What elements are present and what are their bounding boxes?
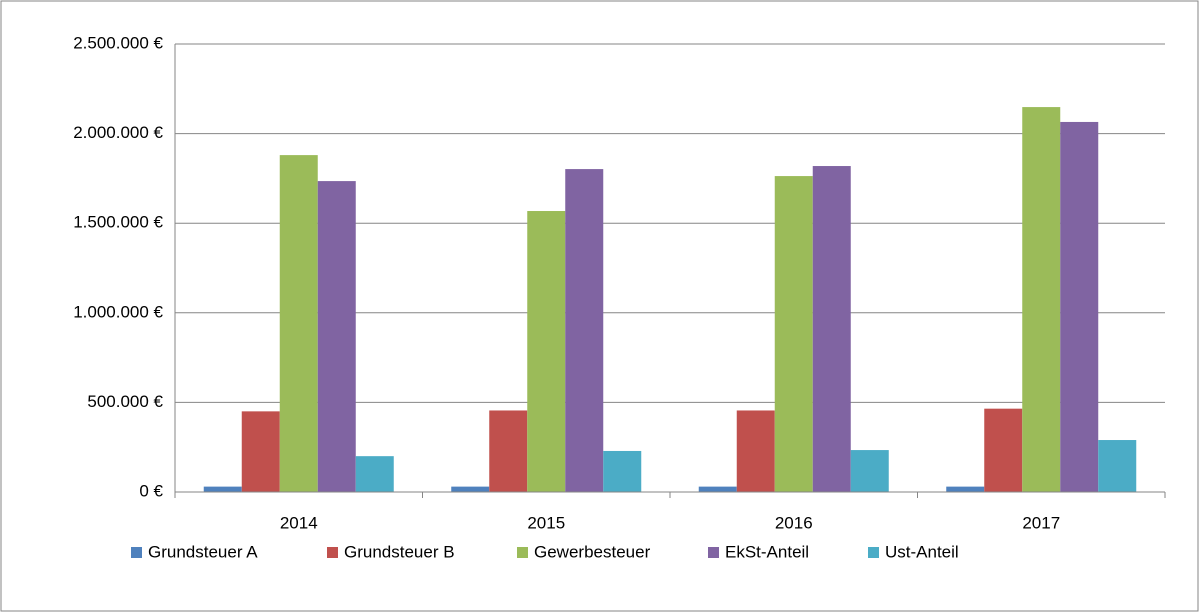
x-tick-label: 2015 [527, 513, 565, 532]
bar [355, 456, 394, 492]
legend-swatch [327, 547, 338, 558]
legend-label: Gewerbesteuer [534, 542, 651, 561]
bar [203, 486, 242, 492]
bar [984, 408, 1023, 492]
y-tick-label: 0 € [139, 481, 163, 500]
y-tick-label: 2.000.000 € [73, 123, 163, 142]
bar [946, 486, 985, 492]
bar [774, 176, 813, 492]
bar [527, 211, 566, 492]
x-tick-label: 2016 [775, 513, 813, 532]
bar [1060, 121, 1099, 493]
y-tick-label: 1.500.000 € [73, 213, 163, 232]
bar [279, 155, 318, 492]
bar [698, 486, 737, 492]
y-tick-label: 500.000 € [87, 392, 163, 411]
bar [812, 166, 851, 492]
x-tick-label: 2014 [280, 513, 318, 532]
bar [603, 450, 642, 492]
bar [241, 411, 280, 492]
y-tick-label: 2.500.000 € [73, 33, 163, 52]
bar [1098, 440, 1137, 492]
y-tick-label: 1.000.000 € [73, 302, 163, 321]
legend-label: Grundsteuer A [148, 542, 258, 561]
legend-label: Ust-Anteil [885, 542, 959, 561]
bar [850, 450, 889, 492]
bar [736, 410, 775, 492]
bar [565, 169, 604, 492]
legend-swatch [131, 547, 142, 558]
legend-swatch [708, 547, 719, 558]
legend-swatch [868, 547, 879, 558]
legend-label: Grundsteuer B [344, 542, 455, 561]
legend-swatch [517, 547, 528, 558]
bar [1022, 107, 1061, 492]
legend-label: EkSt-Anteil [725, 542, 809, 561]
x-tick-label: 2017 [1022, 513, 1060, 532]
bar [317, 181, 356, 492]
bar [489, 410, 528, 492]
bar [451, 486, 490, 492]
